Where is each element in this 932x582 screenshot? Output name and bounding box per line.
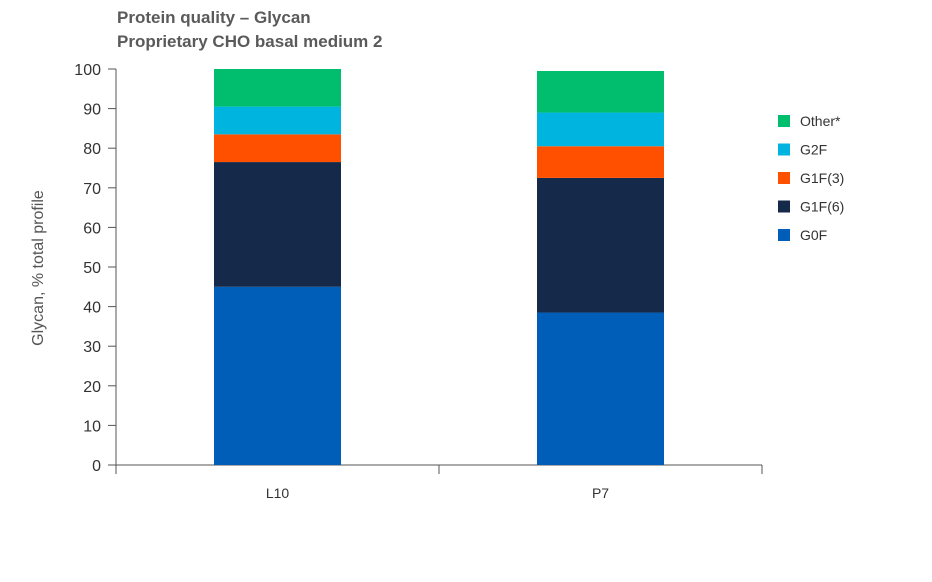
bar-segment-p7-g0f [537,312,664,465]
y-tick-label: 80 [83,141,101,158]
legend-swatch [778,229,790,241]
legend-swatch [778,200,790,213]
chart-title: Protein quality – Glycan [117,8,311,27]
bar-segment-l10-g1f3 [214,134,341,163]
y-tick-label: 10 [83,418,101,435]
y-axis-label: Glycan, % total profile [30,190,47,346]
chart-subtitle: Proprietary CHO basal medium 2 [117,32,383,51]
legend-swatch [778,143,790,156]
legend-label: G1F(3) [800,170,844,186]
bar-segment-p7-other [537,70,664,113]
y-tick-label: 40 [83,300,101,317]
y-tick-label: 0 [92,458,101,475]
bar-segment-l10-g0f [214,286,341,465]
legend-label: G2F [800,142,827,158]
bar-segment-l10-other [214,69,341,107]
y-tick-label: 60 [83,220,101,237]
bar-segment-p7-g2f [537,112,664,147]
legend: Other* G2F G1F(3) G1F(6) G0F [778,113,844,243]
chart-title-block: Protein quality – Glycan Proprietary CHO… [117,6,382,54]
legend-label: G1F(6) [800,199,844,215]
legend-swatch [778,115,790,127]
x-tick-label: P7 [592,485,609,501]
y-tick-label: 70 [83,181,101,198]
x-tick-label: L10 [266,485,290,501]
legend-label: Other* [800,113,841,129]
y-tick-label: 20 [83,379,101,396]
bar-segment-p7-g1f6 [537,177,664,313]
bars [214,69,664,465]
y-tick-label: 100 [74,62,101,79]
legend-swatch [778,172,790,184]
y-tick-label: 50 [83,260,101,277]
bar-segment-l10-g1f6 [214,162,341,287]
y-tick-label: 90 [83,102,101,119]
bar-segment-p7-g1f3 [537,146,664,178]
y-tick-label: 30 [83,339,101,356]
legend-label: G0F [800,227,827,243]
bar-segment-l10-g2f [214,106,341,135]
